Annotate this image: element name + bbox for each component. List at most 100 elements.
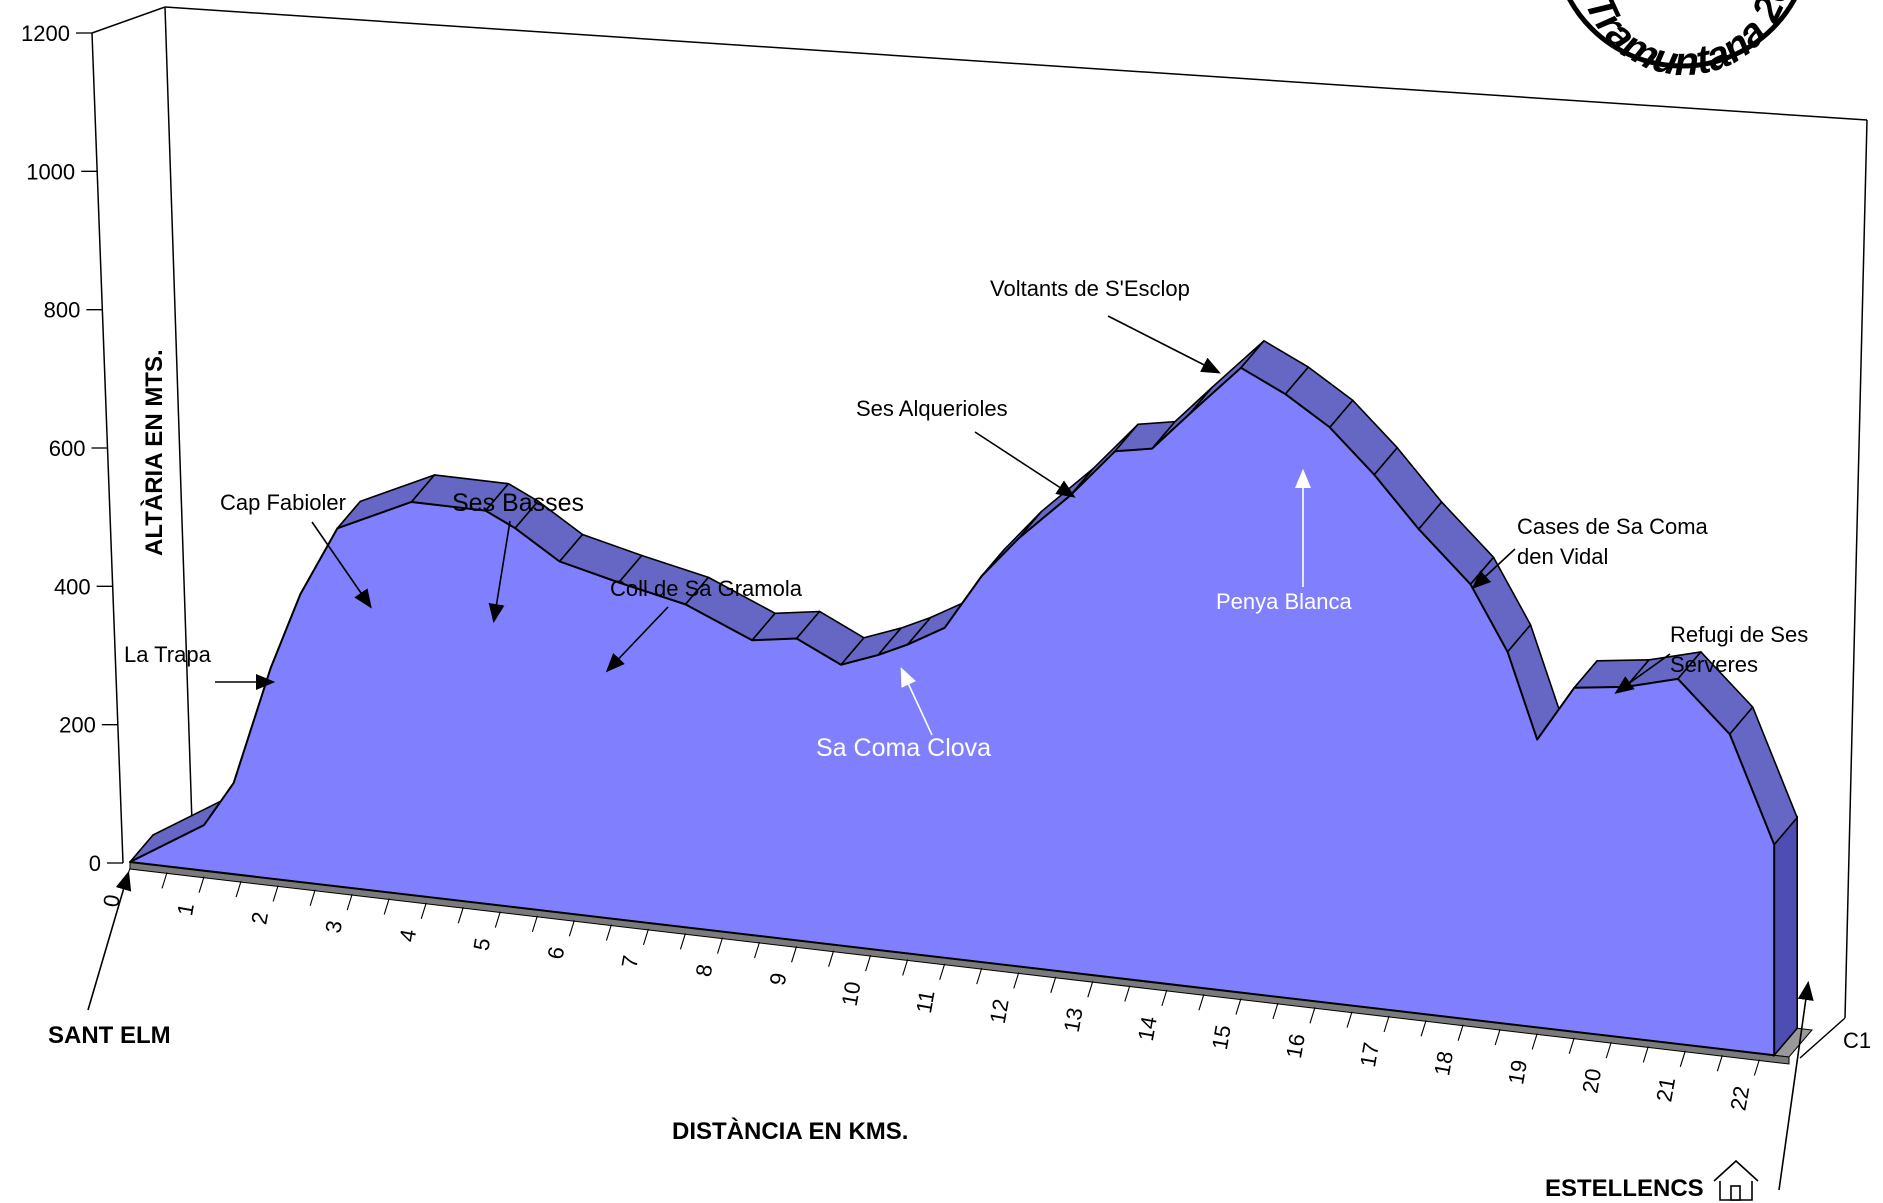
x-tick-mark xyxy=(1605,1041,1612,1059)
x-axis-title: DISTÀNCIA EN KMS. xyxy=(672,1117,908,1145)
x-tick-label: 11 xyxy=(911,988,940,1015)
tramuntana-logo-seal: Tramuntana 20 xyxy=(1567,0,1799,84)
x-tick-label: 7 xyxy=(617,953,644,969)
end-label: ESTELLENCS xyxy=(1545,1175,1704,1202)
x-tick-label: 1 xyxy=(172,901,199,917)
x-tick-label: 2 xyxy=(246,910,273,926)
y-tick-label: 800 xyxy=(44,298,81,323)
annotation-serveres: Serveres xyxy=(1670,652,1758,677)
x-tick-mark xyxy=(1198,994,1205,1011)
profile-front-face xyxy=(129,366,1776,1057)
x-tick-mark xyxy=(679,933,686,950)
x-tick-label: 10 xyxy=(837,980,866,1008)
arrow-ses-alquerioles xyxy=(974,431,1076,498)
annotation-sa-coma-clova: Sa Coma Clova xyxy=(816,734,991,762)
x-tick-label: 20 xyxy=(1577,1067,1606,1095)
x-tick-mark xyxy=(346,893,353,911)
y-tick-label: 0 xyxy=(89,851,101,876)
x-tick-mark xyxy=(865,954,872,972)
x-tick-mark xyxy=(1457,1024,1464,1041)
x-tick-mark xyxy=(754,941,761,959)
arrow-estellencs xyxy=(1778,980,1814,1191)
y-tick-label: 200 xyxy=(59,713,96,738)
y-tick-label: 1200 xyxy=(21,21,70,46)
arrow-coll-de-sa-gramola xyxy=(605,606,669,673)
depth-axis-label: C1 xyxy=(1843,1028,1871,1053)
house-icon xyxy=(1713,1159,1759,1201)
annotation-ses-alquerioles: Ses Alquerioles xyxy=(856,396,1008,421)
x-tick-mark xyxy=(272,885,279,902)
x-tick-mark xyxy=(235,880,242,898)
x-tick-mark xyxy=(531,915,538,933)
arrow-voltants-de-s-esclop xyxy=(1107,315,1221,374)
x-tick-mark xyxy=(1642,1046,1649,1063)
x-tick-mark xyxy=(457,907,464,924)
x-tick-mark xyxy=(161,872,168,889)
x-tick-mark xyxy=(605,924,612,941)
x-tick-mark xyxy=(828,950,835,967)
x-tick-mark xyxy=(939,963,946,980)
start-label: SANT ELM xyxy=(48,1022,171,1049)
x-tick-label: 4 xyxy=(394,927,421,943)
x-tick-label: 16 xyxy=(1281,1032,1310,1060)
x-tick-mark xyxy=(1161,989,1168,1007)
x-tick-label: 15 xyxy=(1207,1023,1236,1051)
arrow-cap-fabioler xyxy=(311,521,372,609)
x-tick-mark xyxy=(1309,1007,1316,1024)
x-tick-label: 13 xyxy=(1059,1006,1088,1034)
x-tick-mark xyxy=(1235,998,1242,1015)
x-tick-mark xyxy=(198,876,205,893)
x-tick-mark xyxy=(1494,1028,1501,1046)
x-tick-mark xyxy=(1679,1050,1686,1067)
x-tick-label: 8 xyxy=(691,962,718,978)
x-tick-label: 9 xyxy=(765,971,792,987)
x-tick-mark xyxy=(1272,1002,1279,1020)
y-tick-label: 400 xyxy=(54,574,91,599)
y-tick-label: 600 xyxy=(49,436,86,461)
x-tick-mark xyxy=(1050,976,1057,993)
annotation-den-vidal: den Vidal xyxy=(1517,544,1608,569)
x-tick-label: 14 xyxy=(1133,1014,1162,1042)
x-tick-mark xyxy=(1568,1037,1575,1054)
svg-text:Tramuntana 20: Tramuntana 20 xyxy=(1576,0,1798,84)
annotation-la-trapa: La Trapa xyxy=(124,642,212,667)
annotation-penya-blanca: Penya Blanca xyxy=(1216,589,1353,614)
x-tick-mark xyxy=(1087,981,1094,998)
x-tick-mark xyxy=(383,898,390,915)
x-tick-mark xyxy=(1716,1055,1723,1072)
annotation-voltants-de-s-esclop: Voltants de S'Esclop xyxy=(990,276,1190,301)
x-tick-label: 18 xyxy=(1429,1049,1458,1077)
back-wall-top-edge xyxy=(164,6,1868,121)
x-tick-mark xyxy=(309,889,316,906)
arrow-refugi-de-ses-serveres xyxy=(1614,653,1671,694)
x-tick-label: 21 xyxy=(1651,1075,1680,1103)
arrow-ses-basses xyxy=(488,520,511,624)
x-tick-mark xyxy=(1753,1059,1760,1076)
x-tick-label: 3 xyxy=(320,919,347,935)
y-axis-ticks: 0 200 400 600 800 1000 1200 xyxy=(21,21,123,876)
y-tick-label: 1000 xyxy=(26,159,75,184)
profile-end-side xyxy=(1773,815,1798,1058)
x-tick-mark xyxy=(1346,1011,1353,1028)
depth-axis-line xyxy=(1799,1017,1846,1059)
arrow-cases-de-sa-coma xyxy=(1471,548,1516,590)
x-tick-label: 5 xyxy=(468,936,495,952)
annotation-cases-de-sa-coma: Cases de Sa Coma xyxy=(1517,514,1709,539)
x-tick-label: 19 xyxy=(1503,1058,1532,1086)
back-wall-right-edge xyxy=(1844,119,1868,1019)
x-tick-mark xyxy=(1420,1020,1427,1037)
x-tick-label: 22 xyxy=(1725,1084,1754,1112)
profile-area xyxy=(129,340,1798,1058)
x-tick-mark xyxy=(902,959,909,976)
x-tick-mark xyxy=(1383,1015,1390,1033)
x-tick-label: 12 xyxy=(985,997,1014,1025)
arrow-sa-coma-clova xyxy=(900,667,933,736)
x-tick-mark xyxy=(1531,1033,1538,1050)
annotation-refugi-de-ses: Refugi de Ses xyxy=(1670,622,1808,647)
annotation-arrows xyxy=(87,315,1814,1191)
x-tick-mark xyxy=(1013,972,1020,989)
arrow-sant-elm xyxy=(87,870,132,1011)
x-tick-label: 6 xyxy=(543,945,570,961)
x-tick-mark xyxy=(494,911,501,928)
annotation-ses-basses: Ses Basses xyxy=(452,489,584,517)
